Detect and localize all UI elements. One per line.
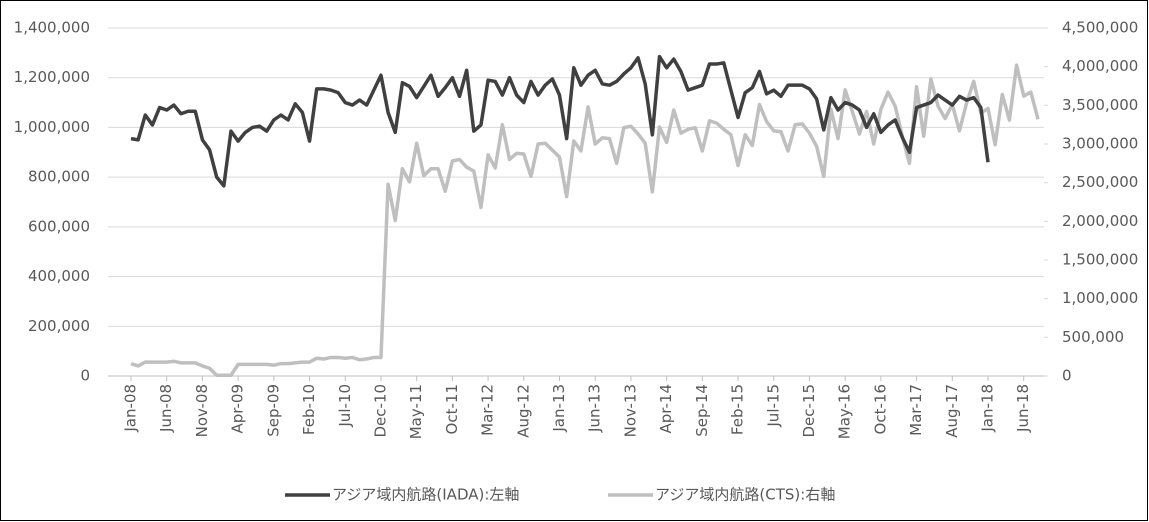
x-tick-label: May-16 — [836, 384, 854, 439]
x-tick-label: Jun-08 — [157, 384, 175, 433]
x-tick-label: Oct-16 — [871, 384, 889, 434]
y2-tick-label: 0 — [1062, 367, 1072, 385]
y-tick-label: 400,000 — [28, 267, 90, 285]
y-tick-label: 600,000 — [28, 217, 90, 235]
x-tick-label: Sep-14 — [693, 384, 711, 437]
x-tick-label: Jan-08 — [122, 384, 140, 433]
y-tick-label: 0 — [80, 367, 90, 385]
x-tick-label: May-11 — [407, 384, 425, 439]
x-tick-label: Jul-10 — [336, 384, 354, 428]
y-tick-label: 1,000,000 — [14, 118, 90, 136]
x-tick-label: Apr-14 — [657, 384, 675, 434]
y-tick-label: 200,000 — [28, 317, 90, 335]
y2-tick-label: 2,500,000 — [1062, 173, 1138, 191]
y2-tick-label: 1,000,000 — [1062, 289, 1138, 307]
y-tick-label: 1,400,000 — [14, 19, 90, 37]
x-tick-label: Jul-15 — [764, 384, 782, 428]
y2-tick-label: 2,000,000 — [1062, 212, 1138, 230]
y-tick-label: 800,000 — [28, 168, 90, 186]
x-tick-label: Feb-15 — [729, 384, 747, 435]
x-tick-label: Apr-09 — [229, 384, 247, 434]
y2-tick-label: 3,500,000 — [1062, 96, 1138, 114]
y2-tick-label: 1,500,000 — [1062, 251, 1138, 269]
x-tick-label: Aug-12 — [514, 384, 532, 438]
x-tick-label: Nov-13 — [621, 384, 639, 437]
y2-tick-label: 500,000 — [1062, 328, 1124, 346]
legend-label: アジア域内航路(IADA):左軸 — [332, 486, 519, 504]
x-tick-label: Jan-13 — [550, 384, 568, 433]
x-tick-label: Dec-15 — [800, 384, 818, 438]
legend-label: アジア域内航路(CTS):右軸 — [655, 486, 835, 504]
x-tick-label: Sep-09 — [264, 384, 282, 437]
x-tick-label: Oct-11 — [443, 384, 461, 434]
y2-tick-label: 4,000,000 — [1062, 57, 1138, 75]
x-tick-label: Nov-08 — [193, 384, 211, 437]
x-tick-label: Jan-18 — [979, 384, 997, 433]
x-tick-label: Jun-18 — [1014, 384, 1032, 433]
series-line — [130, 63, 1040, 377]
y2-tick-label: 4,500,000 — [1062, 19, 1138, 37]
x-tick-label: Mar-17 — [907, 384, 925, 436]
y-tick-label: 1,200,000 — [14, 68, 90, 86]
x-tick-label: Mar-12 — [479, 384, 497, 436]
x-tick-label: Dec-10 — [371, 384, 389, 438]
x-tick-label: Feb-10 — [300, 384, 318, 435]
series-line — [130, 54, 990, 188]
x-tick-label: Jun-13 — [586, 384, 604, 433]
y2-tick-label: 3,000,000 — [1062, 135, 1138, 153]
x-tick-label: Aug-17 — [943, 384, 961, 438]
